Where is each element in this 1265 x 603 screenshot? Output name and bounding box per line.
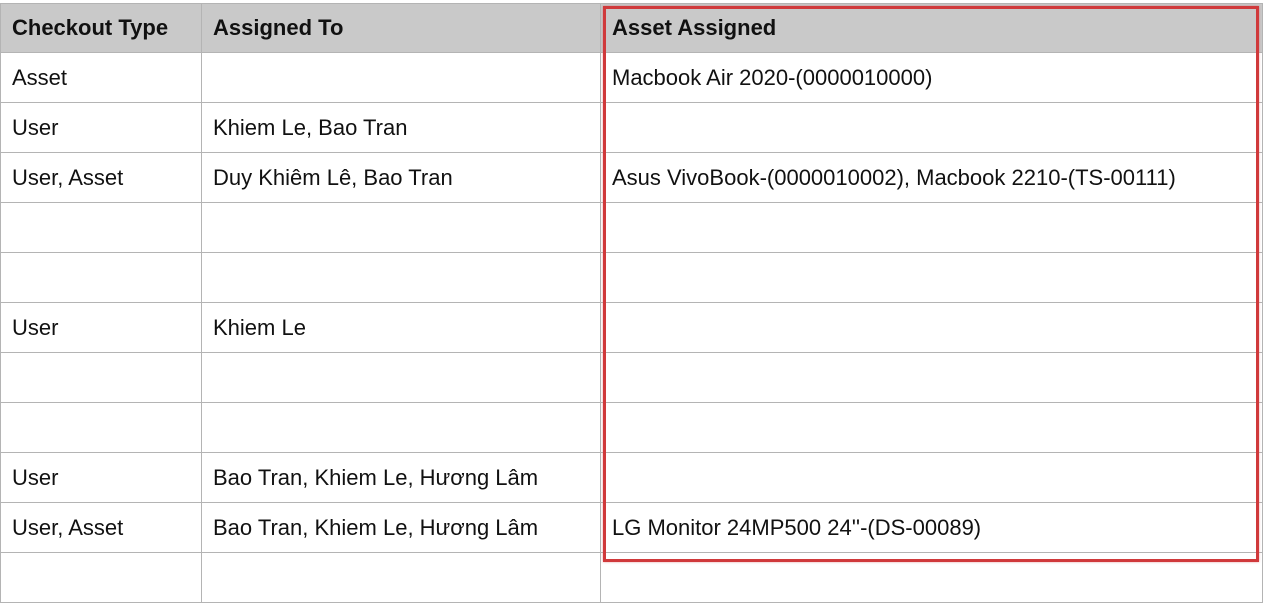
assigned-to-cell[interactable] [201, 252, 601, 303]
table-row: Asset Macbook Air 2020-(0000010000) [0, 52, 1263, 103]
asset-assigned-cell[interactable]: LG Monitor 24MP500 24''-(DS-00089) [600, 502, 1263, 553]
asset-assigned-cell[interactable]: Asus VivoBook-(0000010002), Macbook 2210… [600, 152, 1263, 203]
assigned-to-cell[interactable] [201, 52, 601, 103]
checkout-type-cell[interactable]: User, Asset [0, 502, 202, 553]
asset-assigned-cell[interactable] [600, 402, 1263, 453]
checkout-type-cell[interactable] [0, 202, 202, 253]
header-assigned-to[interactable]: Assigned To [201, 3, 601, 53]
table-row: User, Asset Duy Khiêm Lê, Bao Tran Asus Vi… [0, 152, 1263, 203]
checkout-type-cell[interactable]: Asset [0, 52, 202, 103]
header-checkout-type[interactable]: Checkout Type [0, 3, 202, 53]
assigned-to-cell[interactable]: Bao Tran, Khiem Le, Hương Lâm [201, 452, 601, 503]
asset-assigned-cell[interactable] [600, 302, 1263, 353]
checkout-type-cell[interactable] [0, 352, 202, 403]
assigned-to-cell[interactable]: Duy Khiêm Lê, Bao Tran [201, 152, 601, 203]
checkout-type-cell[interactable]: User [0, 102, 202, 153]
asset-assigned-cell[interactable] [600, 352, 1263, 403]
assigned-to-cell[interactable]: Khiem Le, Bao Tran [201, 102, 601, 153]
header-asset-assigned[interactable]: Asset Assigned [600, 3, 1263, 53]
asset-assigned-cell[interactable] [600, 452, 1263, 503]
assigned-to-cell[interactable] [201, 352, 601, 403]
assigned-to-cell[interactable]: Bao Tran, Khiem Le, Hương Lâm [201, 502, 601, 553]
table-row [0, 202, 1263, 253]
table-row: User Khiem Le [0, 302, 1263, 353]
asset-assigned-cell[interactable] [600, 252, 1263, 303]
assigned-to-cell[interactable]: Khiem Le [201, 302, 601, 353]
table-row: User Khiem Le, Bao Tran [0, 102, 1263, 153]
table-row [0, 552, 1263, 603]
checkout-type-cell[interactable]: User [0, 302, 202, 353]
table-row: User Bao Tran, Khiem Le, Hương Lâm [0, 452, 1263, 503]
table-row [0, 252, 1263, 303]
table-row [0, 402, 1263, 453]
assigned-to-cell[interactable] [201, 402, 601, 453]
assigned-to-cell[interactable] [201, 552, 601, 603]
assigned-to-cell[interactable] [201, 202, 601, 253]
asset-assigned-cell[interactable] [600, 552, 1263, 603]
asset-assigned-cell[interactable]: Macbook Air 2020-(0000010000) [600, 52, 1263, 103]
asset-assigned-cell[interactable] [600, 102, 1263, 153]
spreadsheet-table: Checkout Type Assigned To Asset Assigned… [0, 3, 1263, 603]
header-row: Checkout Type Assigned To Asset Assigned [0, 3, 1263, 53]
checkout-type-cell[interactable]: User, Asset [0, 152, 202, 203]
checkout-type-cell[interactable] [0, 402, 202, 453]
asset-assigned-cell[interactable] [600, 202, 1263, 253]
checkout-type-cell[interactable]: User [0, 452, 202, 503]
table-row [0, 352, 1263, 403]
checkout-type-cell[interactable] [0, 252, 202, 303]
checkout-type-cell[interactable] [0, 552, 202, 603]
table-row: User, Asset Bao Tran, Khiem Le, Hương Lâm… [0, 502, 1263, 553]
